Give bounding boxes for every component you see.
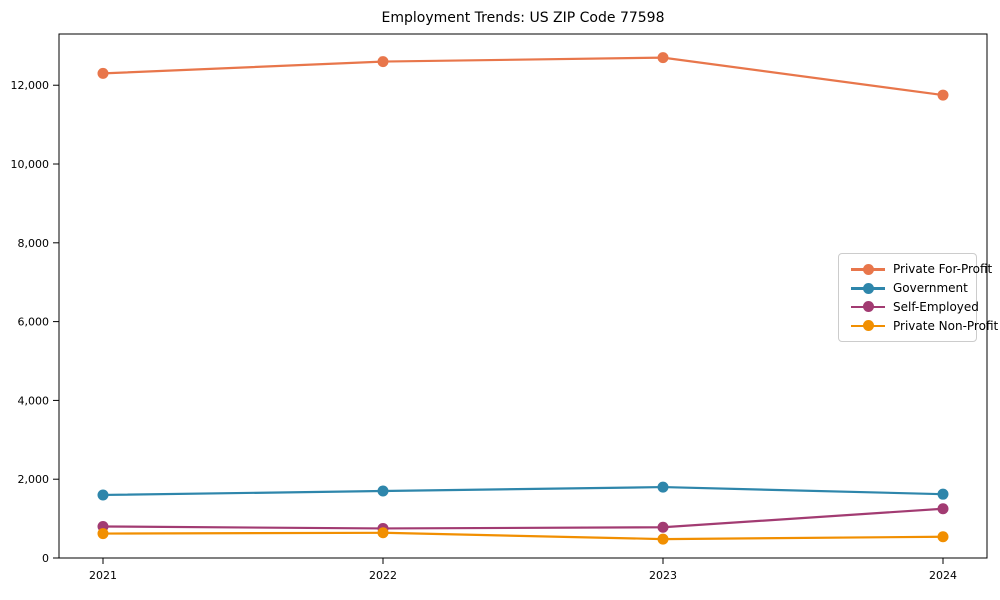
data-point-marker bbox=[937, 503, 949, 515]
data-point-marker bbox=[377, 527, 389, 539]
y-axis-tick-label: 2,000 bbox=[18, 473, 50, 486]
data-point-marker bbox=[937, 488, 949, 500]
legend-swatch-dot bbox=[862, 320, 874, 332]
y-axis-tick-label: 8,000 bbox=[18, 237, 50, 250]
data-point-marker bbox=[657, 52, 669, 64]
chart-title: Employment Trends: US ZIP Code 77598 bbox=[381, 10, 665, 26]
legend-label: Government bbox=[893, 281, 968, 296]
y-axis-tick-label: 12,000 bbox=[11, 79, 50, 92]
legend-swatch bbox=[851, 263, 885, 275]
legend-swatch-dot bbox=[862, 263, 874, 275]
data-point-marker bbox=[97, 528, 109, 540]
data-point-marker bbox=[937, 89, 949, 101]
legend-swatch-dot bbox=[862, 301, 874, 313]
y-axis-tick-label: 6,000 bbox=[18, 316, 50, 329]
data-point-marker bbox=[657, 521, 669, 533]
x-axis-tick-label: 2023 bbox=[649, 569, 677, 582]
series-line bbox=[101, 56, 945, 97]
y-axis-tick-label: 4,000 bbox=[18, 394, 50, 407]
data-point-marker bbox=[657, 481, 669, 493]
data-point-marker bbox=[657, 533, 669, 545]
legend-item: Government bbox=[851, 279, 968, 298]
data-point-marker bbox=[377, 56, 389, 68]
legend-label: Private For-Profit bbox=[893, 262, 993, 277]
data-point-marker bbox=[97, 67, 109, 79]
legend-swatch bbox=[851, 282, 885, 294]
x-axis-tick-label: 2021 bbox=[89, 569, 117, 582]
x-axis-tick-label: 2024 bbox=[929, 569, 957, 582]
legend-item: Private Non-Profit bbox=[851, 316, 998, 335]
legend-label: Private Non-Profit bbox=[893, 318, 999, 333]
legend-swatch bbox=[851, 320, 885, 332]
series-line bbox=[101, 507, 945, 530]
y-axis-tick-label: 10,000 bbox=[11, 158, 50, 171]
data-point-marker bbox=[97, 489, 109, 501]
legend-label: Self-Employed bbox=[893, 299, 979, 314]
legend-item: Self-Employed bbox=[851, 298, 979, 317]
x-axis-tick-label: 2022 bbox=[369, 569, 397, 582]
legend-item: Private For-Profit bbox=[851, 260, 992, 279]
legend-swatch bbox=[851, 301, 885, 313]
legend-swatch-dot bbox=[862, 282, 874, 294]
series-line bbox=[101, 531, 945, 541]
series-line bbox=[101, 485, 945, 497]
data-point-marker bbox=[377, 485, 389, 497]
data-point-marker bbox=[937, 531, 949, 543]
y-axis-tick-label: 0 bbox=[42, 552, 49, 565]
legend: Private For-Profit Government Self-Employe… bbox=[838, 253, 998, 342]
plot-frame bbox=[58, 33, 988, 559]
